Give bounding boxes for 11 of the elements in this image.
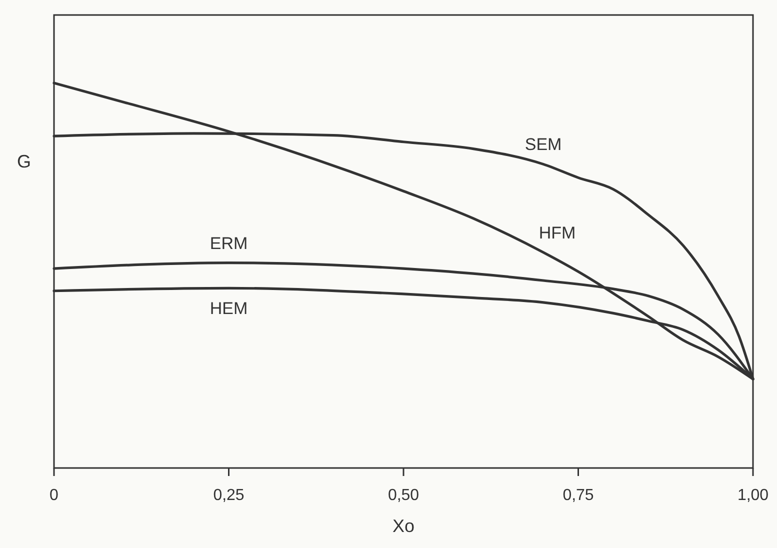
x-tick-label: 0,25: [213, 487, 244, 504]
x-tick-label: 0,75: [562, 487, 594, 504]
series-label: ERM: [210, 234, 248, 253]
series-label: HEM: [210, 299, 248, 318]
x-tick-label: 1,00: [737, 487, 769, 504]
x-axis-title: Xo: [392, 516, 415, 536]
x-tick-label: 0,50: [388, 487, 420, 504]
series-label: HFM: [538, 223, 576, 242]
y-axis-title: G: [16, 152, 32, 172]
x-tick-label: 0: [50, 487, 59, 504]
series-label: SEM: [524, 135, 562, 154]
